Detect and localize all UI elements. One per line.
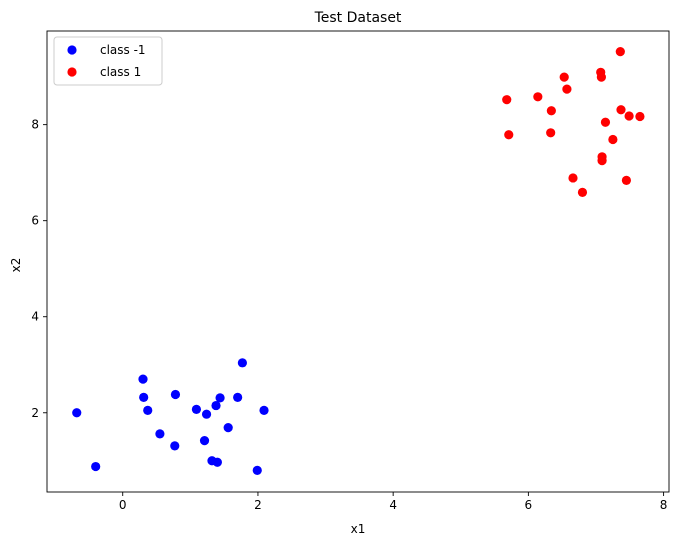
data-point <box>559 72 569 82</box>
data-point <box>562 84 572 94</box>
data-point <box>91 461 101 472</box>
data-point <box>608 134 618 145</box>
data-point <box>72 408 82 418</box>
data-point <box>233 392 243 402</box>
data-point <box>546 128 556 138</box>
data-point <box>635 111 645 122</box>
data-point <box>138 374 148 384</box>
data-point <box>223 423 233 433</box>
y-tick-label: 6 <box>31 214 39 228</box>
series-1 <box>72 358 269 475</box>
y-tick-label: 8 <box>31 118 39 132</box>
y-tick-label: 4 <box>31 310 39 324</box>
data-point <box>199 436 210 446</box>
data-point <box>139 392 149 402</box>
data-point <box>143 405 153 415</box>
data-point <box>215 393 225 403</box>
data-point <box>533 92 543 102</box>
data-point <box>616 105 626 115</box>
data-point <box>546 106 556 116</box>
plot-area-border <box>46 30 670 493</box>
legend-label: class -1 <box>100 43 146 57</box>
chart-title: Test Dataset <box>314 10 402 26</box>
legend-marker <box>67 67 77 77</box>
data-points <box>72 47 645 475</box>
x-tick-label: 6 <box>525 498 533 512</box>
data-point <box>621 175 632 185</box>
data-point <box>597 156 607 166</box>
data-point <box>502 95 512 105</box>
data-point <box>170 389 181 400</box>
data-point <box>624 111 634 121</box>
data-point <box>252 465 262 475</box>
data-point <box>577 187 588 197</box>
x-tick-label: 8 <box>660 498 668 512</box>
axis-ticks: 0 2 4 6 8 2 4 6 8 <box>31 118 667 512</box>
data-point <box>504 130 514 140</box>
data-point <box>211 400 221 411</box>
data-point <box>615 47 625 57</box>
legend-marker <box>67 45 77 55</box>
legend-box <box>53 36 163 86</box>
y-axis-label: x2 <box>9 258 23 273</box>
data-point <box>170 441 180 451</box>
data-point <box>568 173 578 183</box>
x-tick-label: 2 <box>254 498 262 512</box>
series-2 <box>502 47 645 197</box>
data-point <box>596 72 606 82</box>
data-point <box>155 429 165 439</box>
data-point <box>237 358 247 368</box>
data-point <box>212 457 222 467</box>
axes-frame <box>46 30 670 493</box>
data-point <box>201 409 212 419</box>
data-point <box>191 404 202 415</box>
data-point <box>600 117 611 127</box>
data-point <box>259 405 269 415</box>
x-tick-label: 0 <box>119 498 127 512</box>
legend-label: class 1 <box>100 65 141 79</box>
y-tick-label: 2 <box>31 406 39 420</box>
x-axis-label: x1 <box>351 522 366 536</box>
x-tick-label: 4 <box>389 498 397 512</box>
legend: class -1 class 1 <box>53 36 163 86</box>
